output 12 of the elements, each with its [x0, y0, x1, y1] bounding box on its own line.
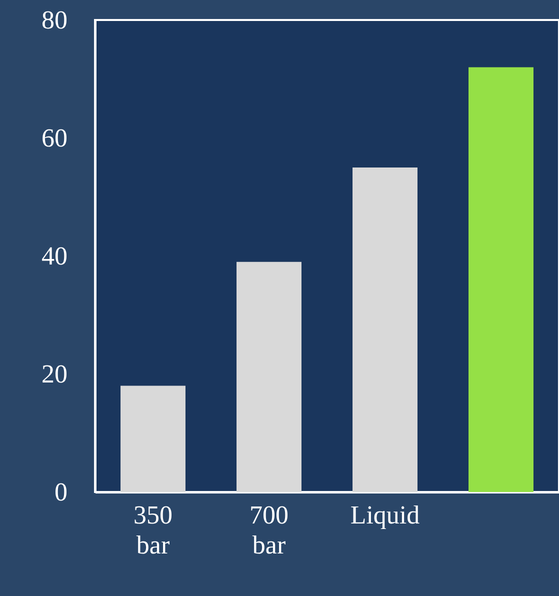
- bar: [352, 168, 418, 492]
- y-tick-label: 40: [42, 242, 68, 270]
- y-tick-label: 20: [42, 360, 68, 388]
- x-tick-label: Liquid: [350, 500, 420, 530]
- bar: [468, 67, 534, 492]
- y-tick-label: 80: [42, 6, 68, 34]
- y-tick-label: 0: [54, 478, 68, 506]
- bar: [120, 386, 186, 492]
- x-tick-label: 350 bar: [134, 500, 172, 560]
- bar: [236, 262, 302, 492]
- y-tick-label: 60: [42, 124, 68, 152]
- x-tick-label: 700 bar: [250, 500, 288, 560]
